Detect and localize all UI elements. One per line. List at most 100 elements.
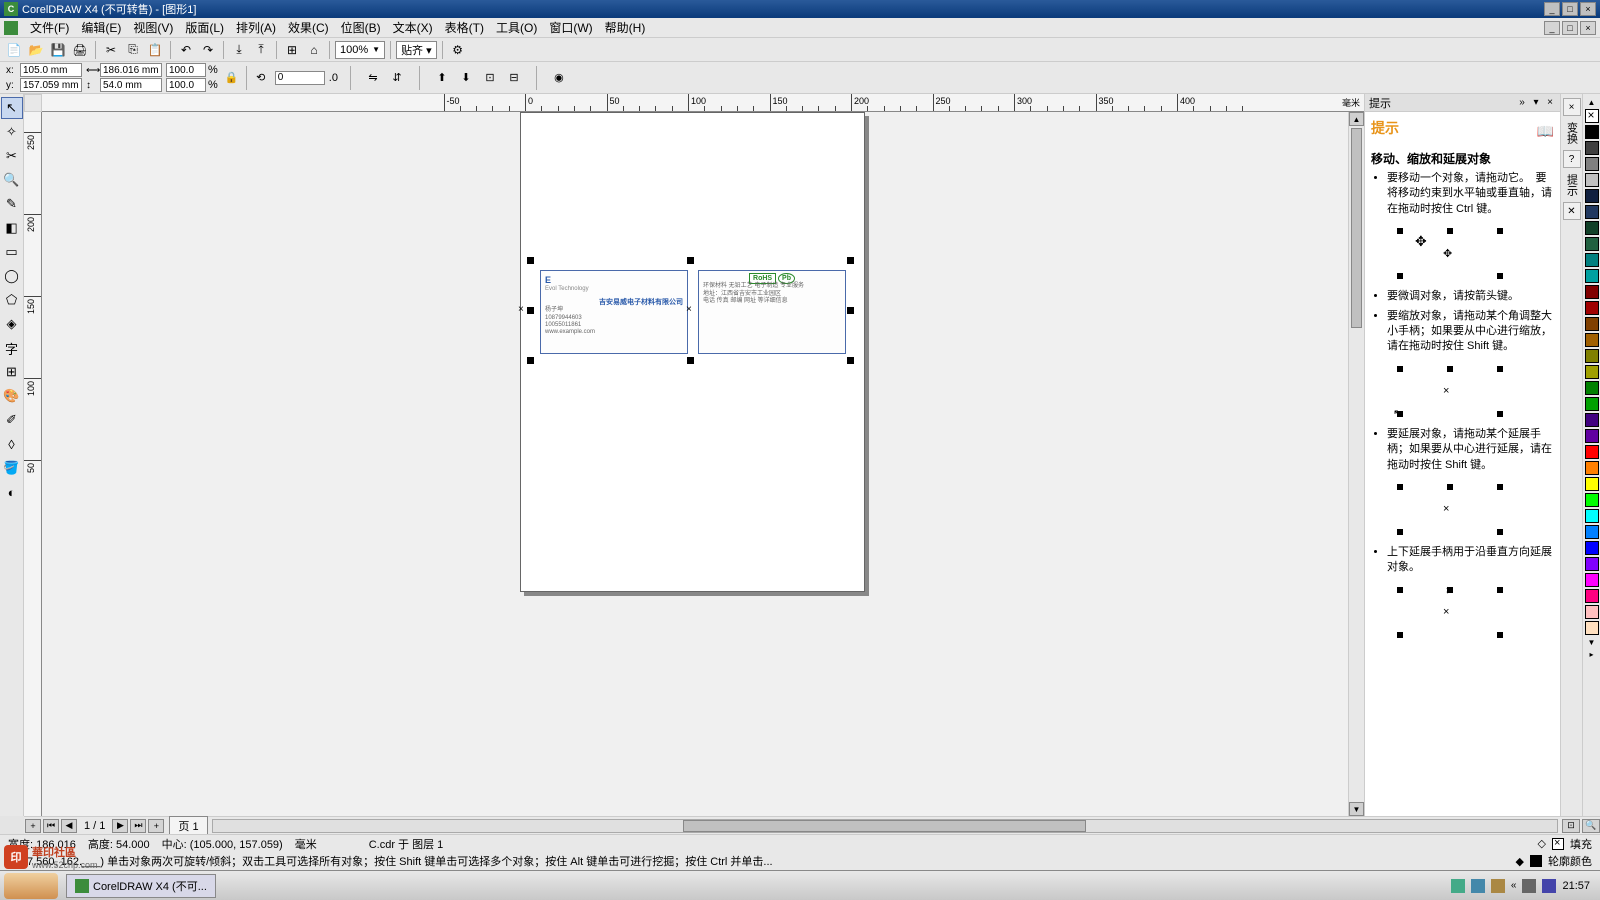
menu-排列[interactable]: 排列(A) xyxy=(230,17,282,38)
menu-位图[interactable]: 位图(B) xyxy=(335,17,387,38)
minimize-button[interactable]: _ xyxy=(1544,2,1560,16)
next-page-button[interactable]: ▶ xyxy=(112,819,128,833)
mdi-minimize-button[interactable]: _ xyxy=(1544,21,1560,35)
ruler-vertical[interactable]: 25020015010050 xyxy=(24,112,42,816)
hints-collapse-button[interactable]: » xyxy=(1516,97,1528,109)
color-swatch[interactable] xyxy=(1585,557,1599,571)
shape-tool[interactable]: ✧ xyxy=(1,121,23,143)
ungroup-button[interactable]: ⊟ xyxy=(504,68,524,88)
color-swatch[interactable] xyxy=(1585,605,1599,619)
rectangle-tool[interactable]: ▭ xyxy=(1,241,23,263)
freehand-tool[interactable]: ✎ xyxy=(1,193,23,215)
color-swatch[interactable] xyxy=(1585,477,1599,491)
tray-icon-1[interactable] xyxy=(1451,879,1465,893)
tray-icon-5[interactable] xyxy=(1542,879,1556,893)
undo-button[interactable]: ↶ xyxy=(176,40,196,60)
color-swatch[interactable] xyxy=(1585,621,1599,635)
color-swatch[interactable] xyxy=(1585,157,1599,171)
new-button[interactable]: 📄 xyxy=(4,40,24,60)
import-button[interactable]: ⤓ xyxy=(229,40,249,60)
crop-tool[interactable]: ✂ xyxy=(1,145,23,167)
rotation-input[interactable] xyxy=(275,71,325,85)
zoom-combo[interactable]: 100%▼ xyxy=(335,41,385,59)
paste-button[interactable]: 📋 xyxy=(145,40,165,60)
welcome-button[interactable]: ⌂ xyxy=(304,40,324,60)
color-swatch[interactable] xyxy=(1585,365,1599,379)
hints-book-icon[interactable]: 📖 xyxy=(1537,123,1554,140)
zoom-nav-button[interactable]: 🔍 xyxy=(1582,819,1600,833)
color-swatch[interactable] xyxy=(1585,189,1599,203)
first-page-button[interactable]: ⏮ xyxy=(43,819,59,833)
selection-handle[interactable] xyxy=(527,257,534,264)
export-button[interactable]: ⤒ xyxy=(251,40,271,60)
menu-版面[interactable]: 版面(L) xyxy=(179,17,230,38)
menu-窗口[interactable]: 窗口(W) xyxy=(543,17,598,38)
menu-文件[interactable]: 文件(F) xyxy=(24,17,75,38)
redo-button[interactable]: ↷ xyxy=(198,40,218,60)
interactive-tool[interactable]: 🎨 xyxy=(1,385,23,407)
fill-tool[interactable]: 🪣 xyxy=(1,457,23,479)
interactive-fill-tool[interactable]: ◐ xyxy=(1,481,23,503)
menu-文本[interactable]: 文本(X) xyxy=(387,17,439,38)
polygon-tool[interactable]: ⬠ xyxy=(1,289,23,311)
menu-帮助[interactable]: 帮助(H) xyxy=(599,17,652,38)
selection-handle[interactable] xyxy=(527,307,534,314)
smart-fill-tool[interactable]: ◧ xyxy=(1,217,23,239)
docker-tab-transform[interactable]: 变换 xyxy=(1564,122,1580,144)
ellipse-tool[interactable]: ◯ xyxy=(1,265,23,287)
table-tool[interactable]: ⊞ xyxy=(1,361,23,383)
mdi-restore-button[interactable]: □ xyxy=(1562,21,1578,35)
snap-combo[interactable]: 贴齐 ▾ xyxy=(396,41,437,59)
basic-shapes-tool[interactable]: ◈ xyxy=(1,313,23,335)
color-swatch[interactable] xyxy=(1585,541,1599,555)
menu-视图[interactable]: 视图(V) xyxy=(127,17,179,38)
ruler-origin[interactable] xyxy=(24,94,42,112)
open-button[interactable]: 📂 xyxy=(26,40,46,60)
canvas[interactable]: EEvol Technology吉安易威电子材料有限公司杨子坤108799446… xyxy=(42,112,1348,816)
ruler-horizontal[interactable]: -50050100150200250300350400毫米 xyxy=(42,94,1364,112)
outline-tool[interactable]: ◊ xyxy=(1,433,23,455)
menu-工具[interactable]: 工具(O) xyxy=(490,17,543,38)
menu-编辑[interactable]: 编辑(E) xyxy=(75,17,127,38)
x-input[interactable] xyxy=(20,63,82,77)
selection-handle[interactable] xyxy=(527,357,534,364)
page-tab[interactable]: 页 1 xyxy=(169,816,207,836)
color-swatch[interactable] xyxy=(1585,413,1599,427)
selection-handle[interactable] xyxy=(847,257,854,264)
horizontal-scrollbar[interactable] xyxy=(212,819,1558,833)
business-card-1[interactable]: RoHS Pb环保材料 无铅工艺 电子制造 专业服务地址：江西省吉安市工业园区电… xyxy=(698,270,846,354)
print-button[interactable]: 🖨 xyxy=(70,40,90,60)
pick-tool[interactable]: ↖ xyxy=(1,97,23,119)
color-swatch[interactable] xyxy=(1585,285,1599,299)
color-swatch[interactable] xyxy=(1585,317,1599,331)
selection-handle[interactable] xyxy=(687,257,694,264)
color-swatch[interactable] xyxy=(1585,237,1599,251)
selection-handle[interactable] xyxy=(687,357,694,364)
docker-tab-hints[interactable]: 提示 xyxy=(1564,174,1580,196)
color-swatch[interactable] xyxy=(1585,269,1599,283)
text-tool[interactable]: 字 xyxy=(1,337,23,359)
view-nav-button[interactable]: ⊡ xyxy=(1562,819,1580,833)
selection-handle[interactable] xyxy=(847,357,854,364)
color-swatch[interactable] xyxy=(1585,381,1599,395)
close-button[interactable]: × xyxy=(1580,2,1596,16)
add-page-button[interactable]: + xyxy=(25,819,41,833)
color-swatch[interactable] xyxy=(1585,333,1599,347)
color-swatch[interactable] xyxy=(1585,349,1599,363)
selection-handle[interactable] xyxy=(847,307,854,314)
color-swatch[interactable] xyxy=(1585,493,1599,507)
zoom-tool[interactable]: 🔍 xyxy=(1,169,23,191)
tray-icon-3[interactable] xyxy=(1491,879,1505,893)
taskbar-app-button[interactable]: CorelDRAW X4 (不可... xyxy=(66,874,216,898)
color-swatch[interactable] xyxy=(1585,173,1599,187)
docker-close-button[interactable]: × xyxy=(1563,98,1581,116)
convert-curves-button[interactable]: ◉ xyxy=(549,68,569,88)
color-swatch[interactable] xyxy=(1585,445,1599,459)
color-swatch[interactable] xyxy=(1585,141,1599,155)
add-page-after-button[interactable]: + xyxy=(148,819,164,833)
palette-flyout-button[interactable]: ▸ xyxy=(1585,648,1599,660)
hints-close-button[interactable]: × xyxy=(1544,97,1556,109)
color-swatch[interactable] xyxy=(1585,525,1599,539)
lock-ratio-button[interactable]: 🔒 xyxy=(222,68,242,88)
no-color-swatch[interactable] xyxy=(1585,109,1599,123)
